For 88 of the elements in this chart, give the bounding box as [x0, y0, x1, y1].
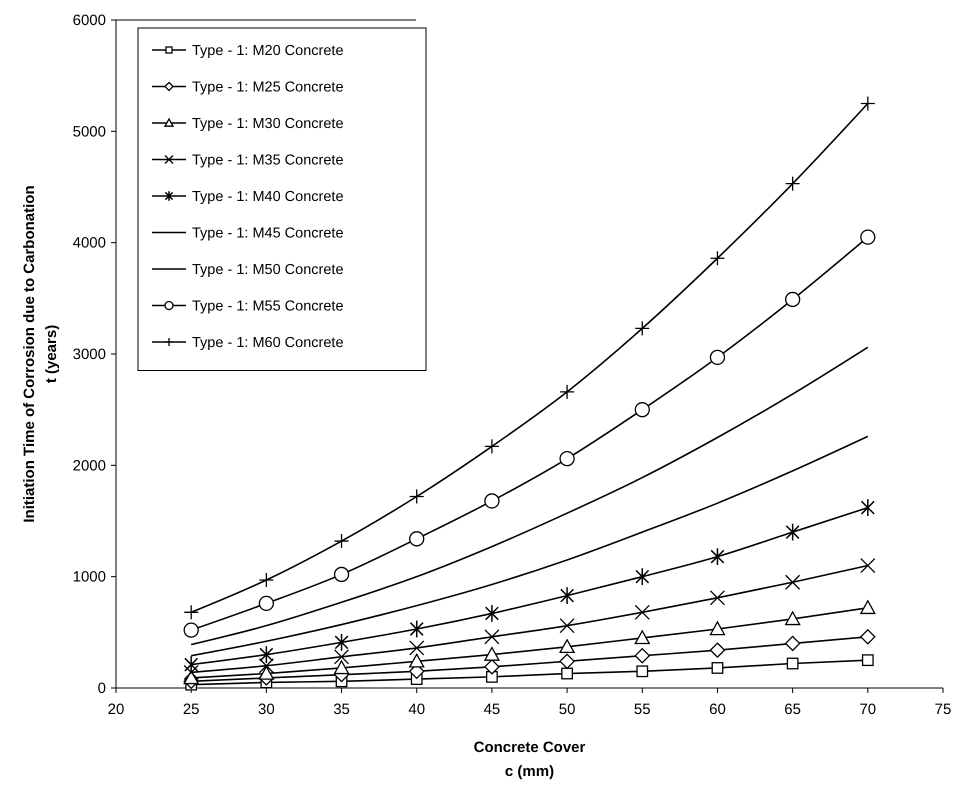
- legend-label: Type - 1: M55 Concrete: [192, 298, 344, 314]
- x-tick-label: 30: [258, 701, 275, 718]
- x-tick-label: 45: [484, 701, 500, 718]
- point: [860, 96, 876, 112]
- point: [860, 498, 875, 517]
- point: [784, 292, 800, 308]
- point: [862, 654, 874, 666]
- y-tick-label: 1000: [72, 568, 106, 586]
- point: [784, 176, 800, 192]
- point: [559, 654, 575, 669]
- legend-label: Type - 1: M45 Concrete: [192, 226, 344, 242]
- point: [259, 645, 274, 664]
- x-tick-label: 60: [709, 701, 726, 718]
- x-axis-title: Concrete Cover c (mm): [474, 739, 586, 780]
- point: [334, 660, 350, 674]
- point: [409, 531, 424, 546]
- legend-label: Type - 1: M40 Concrete: [192, 189, 344, 205]
- point: [258, 596, 274, 612]
- point: [559, 384, 575, 400]
- point: [409, 488, 424, 504]
- x-tick-label: 55: [634, 701, 651, 718]
- point: [635, 568, 650, 586]
- legend-label: Type - 1: M35 Concrete: [192, 152, 344, 168]
- point: [784, 574, 800, 590]
- point: [486, 670, 498, 683]
- point: [710, 250, 726, 266]
- x-tick-label: 65: [784, 701, 801, 718]
- point: [559, 639, 575, 654]
- point: [636, 665, 648, 678]
- x-tick-label: 50: [558, 701, 576, 718]
- legend-label: Type - 1: M30 Concrete: [192, 116, 344, 132]
- point: [334, 533, 350, 549]
- point: [258, 658, 274, 674]
- point: [484, 604, 499, 623]
- x-tick-label: 25: [182, 701, 200, 718]
- point: [860, 629, 876, 644]
- point: [258, 572, 274, 588]
- point: [784, 636, 800, 652]
- x-tick-label: 35: [333, 701, 350, 718]
- point: [786, 522, 800, 542]
- point: [784, 611, 800, 626]
- legend-label: Type - 1: M25 Concrete: [192, 80, 344, 96]
- point: [559, 618, 575, 634]
- point: [484, 438, 500, 454]
- point: [409, 654, 424, 668]
- point: [860, 229, 876, 245]
- point: [710, 350, 726, 365]
- legend-label: Type - 1: M20 Concrete: [192, 43, 344, 59]
- point: [860, 558, 876, 574]
- legend-label: Type - 1: M50 Concrete: [192, 262, 344, 278]
- point: [409, 640, 424, 656]
- point: [710, 547, 725, 566]
- point: [258, 666, 274, 680]
- point: [634, 604, 650, 620]
- point: [484, 646, 500, 661]
- point: [184, 622, 199, 638]
- point: [334, 566, 350, 582]
- point: [484, 493, 500, 509]
- point: [712, 662, 724, 674]
- x-tick-label: 75: [934, 701, 952, 718]
- point: [334, 649, 350, 664]
- y-tick-label: 2000: [72, 457, 106, 474]
- y-tick-label: 5000: [72, 123, 106, 140]
- point: [410, 620, 424, 638]
- legend-label: Type - 1: M60 Concrete: [192, 335, 344, 351]
- x-tick-label: 70: [859, 701, 876, 718]
- y-tick-label: 0: [98, 680, 106, 697]
- y-axis-title: Initiation Time of Corrosion due to Carbonation t (years): [21, 185, 60, 523]
- point: [184, 664, 199, 680]
- x-tick-label: 20: [108, 701, 124, 718]
- point: [560, 586, 574, 605]
- x-tick-label: 40: [408, 701, 426, 718]
- point: [634, 630, 650, 644]
- point: [559, 451, 575, 466]
- point: [710, 642, 726, 658]
- point: [710, 590, 726, 606]
- point: [334, 633, 349, 652]
- y-tick-label: 6000: [72, 12, 106, 29]
- point: [634, 402, 650, 418]
- point: [860, 600, 876, 614]
- point: [710, 621, 726, 636]
- point: [484, 629, 500, 644]
- point: [634, 648, 650, 664]
- point: [484, 659, 500, 674]
- y-tick-label: 4000: [72, 234, 106, 252]
- point: [561, 668, 573, 680]
- y-tick-label: 3000: [72, 346, 106, 363]
- point: [786, 658, 799, 670]
